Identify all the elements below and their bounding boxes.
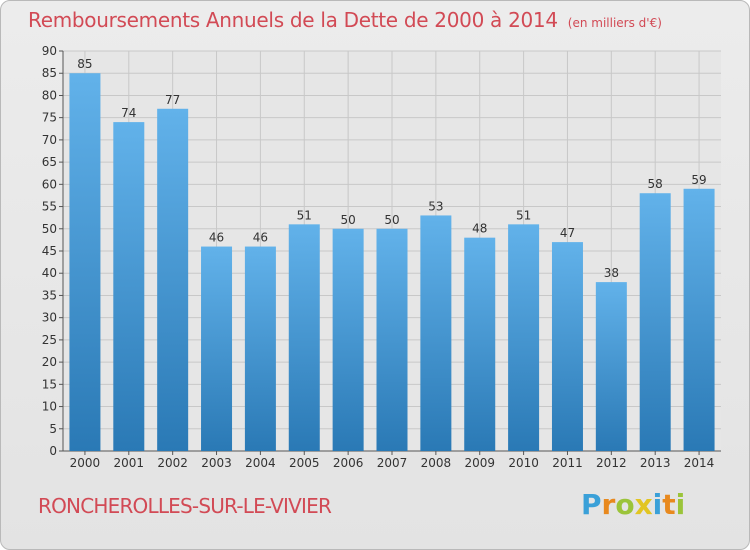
logo-letter: x xyxy=(634,488,653,521)
x-tick-label-2014: 2014 xyxy=(684,456,715,470)
bar-2003 xyxy=(201,246,233,451)
bar-2014 xyxy=(683,188,715,451)
bar-2009 xyxy=(464,237,496,451)
bar-2007 xyxy=(376,228,408,451)
data-label-2001: 74 xyxy=(121,106,136,120)
x-tick-label-2002: 2002 xyxy=(157,456,188,470)
y-tick-label: 40 xyxy=(42,266,57,280)
y-tick-label: 65 xyxy=(42,155,57,169)
data-label-2009: 48 xyxy=(472,222,487,236)
bar-2008 xyxy=(420,215,452,451)
x-tick-label-2012: 2012 xyxy=(596,456,627,470)
y-tick-label: 15 xyxy=(42,377,57,391)
bar-2004 xyxy=(244,246,276,451)
commune-name: RONCHEROLLES-SUR-LE-VIVIER xyxy=(38,494,332,518)
data-label-2002: 77 xyxy=(165,93,180,107)
data-label-2011: 47 xyxy=(560,226,575,240)
data-label-2014: 59 xyxy=(691,173,706,187)
data-label-2000: 85 xyxy=(77,57,92,71)
bar-2001 xyxy=(113,122,145,451)
x-tick-label-2010: 2010 xyxy=(508,456,539,470)
logo-letter: t xyxy=(662,488,676,521)
bar-2000 xyxy=(69,73,101,451)
data-label-2004: 46 xyxy=(253,231,268,245)
x-tick-label-2001: 2001 xyxy=(114,456,145,470)
bar-2011 xyxy=(551,242,583,451)
logo-letter: o xyxy=(615,488,635,521)
x-tick-label-2005: 2005 xyxy=(289,456,320,470)
y-tick-label: 75 xyxy=(42,111,57,125)
y-tick-label: 10 xyxy=(42,400,57,414)
bar-2013 xyxy=(639,193,671,451)
x-tick-label-2007: 2007 xyxy=(377,456,408,470)
y-tick-label: 60 xyxy=(42,177,57,191)
data-label-2005: 51 xyxy=(297,208,312,222)
bar-2005 xyxy=(288,224,320,451)
data-label-2012: 38 xyxy=(604,266,619,280)
data-label-2008: 53 xyxy=(428,199,443,213)
data-label-2003: 46 xyxy=(209,231,224,245)
x-tick-label-2011: 2011 xyxy=(552,456,583,470)
chart-unit: (en milliers d'€) xyxy=(567,16,662,30)
logo-letter: i xyxy=(652,488,663,521)
chart-title: Remboursements Annuels de la Dette de 20… xyxy=(28,8,662,32)
logo-letter: P xyxy=(581,488,602,521)
x-tick-label-2004: 2004 xyxy=(245,456,276,470)
y-tick-label: 30 xyxy=(42,311,57,325)
bar-2010 xyxy=(508,224,540,451)
y-tick-label: 0 xyxy=(49,444,57,458)
bar-2006 xyxy=(332,228,364,451)
y-tick-label: 35 xyxy=(42,288,57,302)
y-tick-label: 80 xyxy=(42,88,57,102)
bar-2012 xyxy=(595,282,627,451)
x-tick-label-2009: 2009 xyxy=(464,456,495,470)
y-tick-label: 5 xyxy=(49,422,57,436)
x-tick-label-2003: 2003 xyxy=(201,456,232,470)
chart-title-text: Remboursements Annuels de la Dette de 20… xyxy=(28,8,558,32)
x-tick-label-2006: 2006 xyxy=(333,456,364,470)
logo-letter: i xyxy=(675,488,686,521)
y-tick-label: 85 xyxy=(42,66,57,80)
proxiti-logo: Proxiti xyxy=(581,488,685,521)
x-tick-label-2013: 2013 xyxy=(640,456,671,470)
y-tick-label: 90 xyxy=(42,44,57,58)
y-tick-label: 50 xyxy=(42,222,57,236)
y-tick-label: 25 xyxy=(42,333,57,347)
data-label-2010: 51 xyxy=(516,208,531,222)
data-label-2013: 58 xyxy=(648,177,663,191)
x-tick-label-2000: 2000 xyxy=(70,456,101,470)
y-tick-label: 70 xyxy=(42,133,57,147)
y-tick-label: 45 xyxy=(42,244,57,258)
logo-letter: r xyxy=(601,488,616,521)
data-label-2007: 50 xyxy=(384,213,399,227)
x-tick-label-2008: 2008 xyxy=(421,456,452,470)
y-tick-label: 20 xyxy=(42,355,57,369)
data-label-2006: 50 xyxy=(340,213,355,227)
y-tick-label: 55 xyxy=(42,200,57,214)
bar-2002 xyxy=(157,108,189,452)
